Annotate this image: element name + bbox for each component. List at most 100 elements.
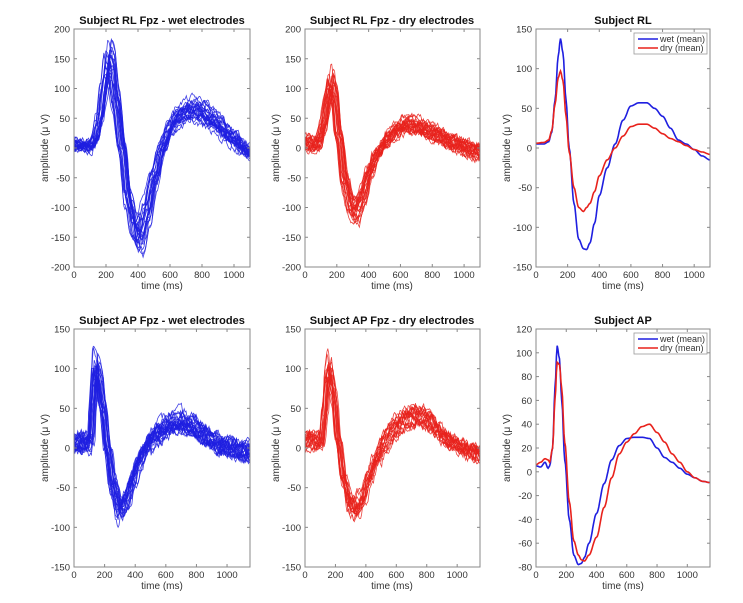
x-axis-label: time (ms) (602, 581, 644, 592)
x-tick-label: 600 (393, 270, 409, 281)
panel-title: Subject AP Fpz - wet electrodes (79, 315, 245, 327)
y-tick-label: -50 (287, 173, 301, 184)
y-axis-label: amplitude (μ V) (271, 414, 282, 482)
y-tick-label: 0 (527, 144, 532, 155)
panel-title: Subject RL Fpz - dry electrodes (310, 15, 474, 27)
y-tick-label: 50 (59, 114, 70, 125)
y-tick-label: 60 (521, 396, 532, 407)
y-tick-label: 20 (521, 444, 532, 455)
x-tick-label: 1000 (684, 270, 705, 281)
trial-line (74, 369, 250, 510)
trial-line (305, 88, 480, 207)
panel-rl-wet: Subject RL Fpz - wet electrodes time (ms… (40, 15, 251, 292)
trial-line (305, 80, 480, 213)
panel-ap-mean: Subject AP time (ms) amplitude (μ V) 0 20… (502, 315, 711, 592)
y-axis-label: amplitude (μ V) (502, 114, 513, 182)
x-tick-label: 0 (533, 270, 538, 281)
x-tick-label: 600 (623, 270, 639, 281)
series-line-dry (536, 360, 710, 562)
y-tick-label: -150 (282, 563, 301, 574)
y-tick-label: -100 (282, 523, 301, 534)
y-tick-label: -60 (518, 539, 532, 550)
y-tick-label: 150 (516, 25, 532, 36)
x-tick-label: 800 (424, 270, 440, 281)
y-tick-label: 200 (285, 25, 301, 36)
y-tick-label: -50 (518, 183, 532, 194)
legend: wet (mean)dry (mean) (633, 32, 708, 55)
x-axis-label: time (ms) (371, 581, 413, 592)
legend-label: dry (mean) (660, 343, 704, 353)
y-tick-label: 0 (296, 144, 301, 155)
y-tick-label: 100 (54, 364, 70, 375)
series-line-wet (536, 38, 710, 251)
y-tick-label: -150 (513, 263, 532, 274)
y-axis-label: amplitude (μ V) (502, 414, 513, 482)
y-axis-label: amplitude (μ V) (271, 114, 282, 182)
panel-rl-dry: Subject RL Fpz - dry electrodes time (ms… (271, 15, 481, 292)
x-tick-label: 800 (189, 570, 205, 581)
y-tick-label: -150 (51, 563, 70, 574)
y-tick-label: 50 (290, 404, 301, 415)
trial-line (305, 376, 480, 507)
y-tick-label: 100 (54, 84, 70, 95)
y-tick-label: -40 (518, 515, 532, 526)
x-axis-label: time (ms) (371, 281, 413, 292)
plot-area (536, 345, 710, 566)
plot-area (74, 37, 250, 259)
x-tick-label: 200 (560, 270, 576, 281)
x-tick-label: 200 (328, 570, 344, 581)
x-tick-label: 1000 (677, 570, 698, 581)
y-tick-label: -50 (287, 483, 301, 494)
legend-label: dry (mean) (660, 43, 704, 53)
y-tick-label: -100 (513, 223, 532, 234)
x-tick-label: 400 (591, 270, 607, 281)
x-axis-label: time (ms) (602, 281, 644, 292)
plot-area (536, 38, 710, 251)
trial-line (74, 75, 250, 224)
y-axis-label: amplitude (μ V) (40, 414, 51, 482)
x-tick-label: 800 (194, 270, 210, 281)
panel-title: Subject RL Fpz - wet electrodes (79, 15, 244, 27)
y-tick-label: 200 (54, 25, 70, 36)
plot-area (305, 63, 480, 229)
y-tick-label: -80 (518, 563, 532, 574)
x-tick-label: 800 (649, 570, 665, 581)
x-tick-label: 200 (98, 270, 114, 281)
x-tick-label: 200 (97, 570, 113, 581)
x-tick-label: 0 (71, 270, 76, 281)
y-tick-label: -100 (282, 203, 301, 214)
y-tick-label: 150 (285, 325, 301, 336)
legend-label: wet (mean) (659, 34, 705, 44)
panel-title: Subject RL (594, 15, 652, 27)
trial-line (74, 365, 250, 515)
x-tick-label: 600 (158, 570, 174, 581)
legend: wet (mean)dry (mean) (633, 332, 708, 355)
x-tick-label: 400 (127, 570, 143, 581)
panel-ap-wet: Subject AP Fpz - wet electrodes time (ms… (40, 315, 251, 592)
y-tick-label: -100 (51, 523, 70, 534)
x-tick-label: 400 (361, 270, 377, 281)
x-tick-label: 800 (419, 570, 435, 581)
trial-line (305, 348, 480, 521)
panel-title: Subject AP Fpz - dry electrodes (310, 315, 474, 327)
x-tick-label: 600 (388, 570, 404, 581)
panel-title: Subject AP (594, 315, 652, 327)
x-tick-label: 0 (302, 570, 307, 581)
y-tick-label: 0 (65, 444, 70, 455)
x-tick-label: 400 (358, 570, 374, 581)
y-tick-label: -50 (56, 173, 70, 184)
y-tick-label: 120 (516, 325, 532, 336)
y-tick-label: 80 (521, 372, 532, 383)
y-tick-label: -150 (51, 233, 70, 244)
y-tick-label: -100 (51, 203, 70, 214)
y-tick-label: 100 (285, 364, 301, 375)
y-tick-label: 50 (59, 404, 70, 415)
y-tick-label: -150 (282, 233, 301, 244)
x-tick-label: 0 (71, 570, 76, 581)
y-tick-label: -20 (518, 491, 532, 502)
x-tick-label: 200 (558, 570, 574, 581)
x-tick-label: 0 (533, 570, 538, 581)
y-tick-label: 100 (516, 64, 532, 75)
legend-label: wet (mean) (659, 334, 705, 344)
y-tick-label: 100 (516, 348, 532, 359)
